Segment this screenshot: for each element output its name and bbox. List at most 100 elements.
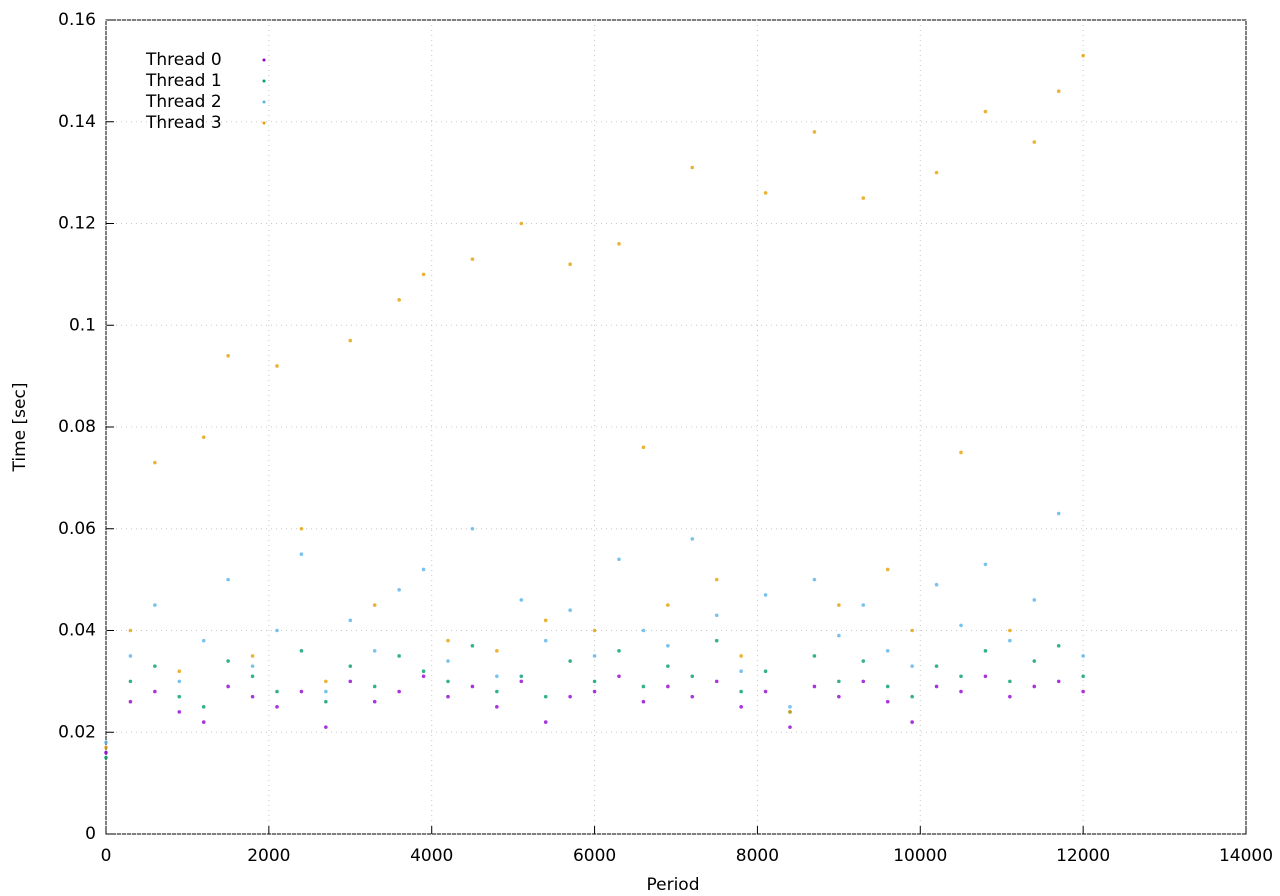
y-tick-label: 0.06 bbox=[58, 519, 96, 539]
data-point bbox=[519, 221, 524, 226]
data-point bbox=[959, 689, 963, 694]
data-point bbox=[372, 603, 377, 607]
data-point bbox=[568, 262, 572, 267]
y-tick-label: 0.1 bbox=[69, 315, 96, 335]
data-point bbox=[177, 669, 182, 673]
data-point bbox=[226, 353, 230, 358]
data-point bbox=[641, 628, 646, 633]
data-point bbox=[861, 679, 866, 684]
data-point bbox=[421, 272, 426, 277]
legend-label: Thread 1 bbox=[145, 71, 222, 91]
data-point bbox=[201, 720, 206, 724]
data-point bbox=[861, 659, 866, 663]
data-point bbox=[128, 628, 133, 633]
data-point bbox=[690, 694, 695, 699]
data-point bbox=[763, 593, 768, 597]
data-point bbox=[885, 567, 890, 572]
data-point bbox=[812, 654, 817, 658]
data-point bbox=[153, 689, 157, 694]
data-point bbox=[592, 654, 597, 658]
data-point bbox=[519, 679, 524, 684]
data-point bbox=[128, 699, 133, 704]
data-point bbox=[470, 684, 475, 689]
data-point bbox=[934, 664, 939, 668]
data-point bbox=[421, 674, 426, 679]
data-point bbox=[1008, 694, 1012, 699]
x-tick-label: 0 bbox=[101, 846, 112, 866]
data-point bbox=[763, 689, 768, 694]
data-point bbox=[128, 679, 133, 684]
data-point bbox=[226, 684, 230, 689]
data-point bbox=[714, 638, 719, 643]
data-point bbox=[299, 526, 304, 531]
data-point bbox=[421, 567, 426, 572]
data-point bbox=[568, 659, 572, 663]
data-point bbox=[739, 705, 743, 709]
data-point bbox=[543, 694, 548, 699]
data-point bbox=[812, 684, 817, 689]
y-tick-label: 0.16 bbox=[58, 10, 96, 30]
data-point bbox=[495, 649, 499, 653]
x-tick-label: 2000 bbox=[247, 846, 290, 866]
legend-symbol bbox=[262, 58, 266, 62]
data-point bbox=[250, 694, 255, 699]
data-point bbox=[739, 689, 743, 694]
data-point bbox=[666, 643, 670, 648]
data-point bbox=[861, 603, 866, 607]
x-axis-label: Period bbox=[646, 875, 699, 895]
data-point bbox=[299, 649, 304, 653]
data-point bbox=[617, 242, 621, 246]
data-point bbox=[788, 725, 792, 729]
data-point bbox=[153, 460, 157, 465]
data-point bbox=[1008, 638, 1012, 643]
y-axis-label: Time [sec] bbox=[10, 383, 30, 473]
data-point bbox=[128, 654, 133, 658]
data-point bbox=[934, 170, 939, 175]
data-point bbox=[885, 699, 890, 704]
data-point bbox=[104, 755, 108, 760]
legend-symbol bbox=[262, 79, 266, 83]
data-point bbox=[812, 130, 817, 134]
legend-symbol bbox=[262, 100, 266, 104]
data-point bbox=[299, 552, 304, 556]
data-point bbox=[592, 689, 597, 694]
data-point bbox=[177, 710, 182, 714]
data-point bbox=[201, 638, 206, 643]
y-tick-label: 0.14 bbox=[58, 112, 96, 132]
data-point bbox=[177, 679, 182, 684]
data-point bbox=[714, 679, 719, 684]
data-point bbox=[250, 654, 255, 658]
data-point bbox=[690, 165, 695, 170]
data-point bbox=[348, 679, 353, 684]
data-point bbox=[372, 684, 377, 689]
data-point bbox=[1032, 140, 1037, 144]
data-point bbox=[1081, 689, 1085, 694]
data-point bbox=[617, 674, 621, 679]
data-point bbox=[885, 649, 890, 653]
data-point bbox=[201, 435, 206, 439]
data-point bbox=[592, 628, 597, 633]
data-point bbox=[226, 577, 230, 582]
data-point bbox=[1032, 598, 1037, 602]
data-point bbox=[934, 582, 939, 587]
data-point bbox=[837, 633, 841, 638]
data-point bbox=[104, 740, 108, 745]
data-point bbox=[666, 603, 670, 607]
data-point bbox=[1056, 89, 1061, 94]
y-tick-label: 0.12 bbox=[58, 214, 96, 234]
data-point bbox=[1056, 511, 1061, 516]
data-point bbox=[739, 654, 743, 658]
data-point bbox=[837, 603, 841, 607]
y-tick-label: 0.08 bbox=[58, 417, 96, 437]
data-point bbox=[910, 628, 914, 633]
data-point bbox=[910, 664, 914, 668]
y-tick-label: 0 bbox=[85, 824, 96, 844]
data-point bbox=[543, 720, 548, 724]
data-point bbox=[543, 618, 548, 623]
data-point bbox=[495, 674, 499, 679]
data-point bbox=[983, 109, 988, 114]
x-tick-label: 6000 bbox=[573, 846, 616, 866]
data-point bbox=[959, 450, 963, 455]
data-point bbox=[397, 689, 401, 694]
